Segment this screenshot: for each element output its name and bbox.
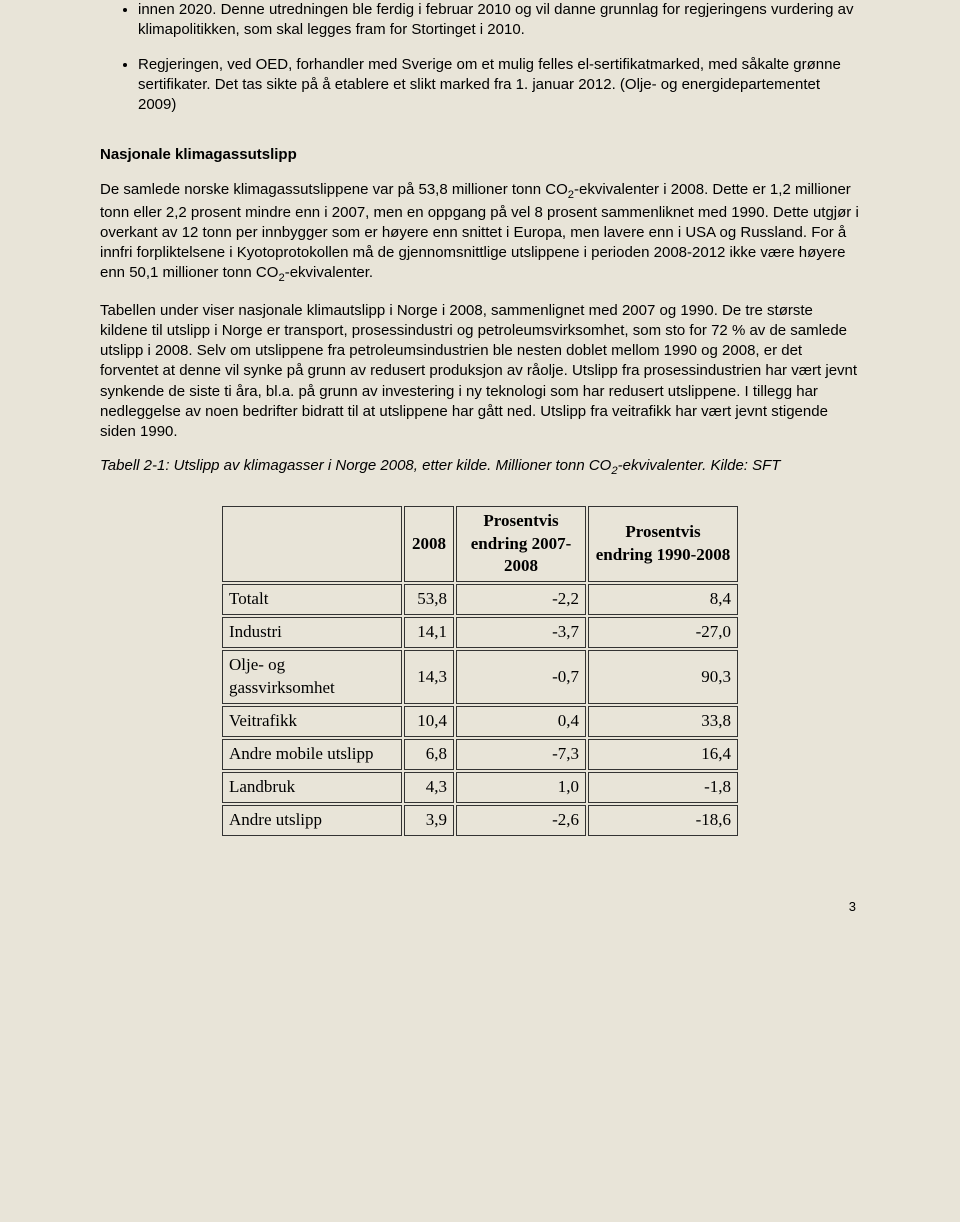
cell-change-0708: 0,4	[456, 706, 586, 737]
cell-change-9008: -18,6	[588, 805, 738, 836]
caption-part-b: -ekvivalenter. Kilde: SFT	[618, 457, 781, 474]
bullet-item: innen 2020. Denne utredningen ble ferdig…	[138, 0, 860, 41]
cell-2008: 3,9	[404, 805, 454, 836]
cell-change-9008: -1,8	[588, 772, 738, 803]
cell-change-9008: 33,8	[588, 706, 738, 737]
para1-part-c: -ekvivalenter.	[285, 264, 373, 281]
table-row: Andre mobile utslipp6,8-7,316,4	[222, 739, 738, 770]
table-row: Veitrafikk10,40,433,8	[222, 706, 738, 737]
header-change-0708: Prosentvis endring 2007-2008	[456, 506, 586, 583]
cell-change-0708: -7,3	[456, 739, 586, 770]
cell-change-0708: 1,0	[456, 772, 586, 803]
paragraph-2: Tabellen under viser nasjonale klimautsl…	[100, 301, 860, 443]
para1-part-a: De samlede norske klimagassutslippene va…	[100, 181, 568, 198]
caption-part-a: Tabell 2-1: Utslipp av klimagasser i Nor…	[100, 457, 611, 474]
row-label: Olje- og gassvirksomhet	[222, 650, 402, 704]
cell-change-9008: 90,3	[588, 650, 738, 704]
cell-change-9008: -27,0	[588, 617, 738, 648]
cell-change-9008: 16,4	[588, 739, 738, 770]
row-label: Totalt	[222, 584, 402, 615]
cell-change-0708: -2,2	[456, 584, 586, 615]
cell-2008: 4,3	[404, 772, 454, 803]
table-row: Andre utslipp3,9-2,6-18,6	[222, 805, 738, 836]
cell-change-0708: -0,7	[456, 650, 586, 704]
cell-2008: 6,8	[404, 739, 454, 770]
table-row: Industri14,1-3,7-27,0	[222, 617, 738, 648]
emissions-table: 2008 Prosentvis endring 2007-2008 Prosen…	[220, 504, 740, 838]
cell-2008: 14,3	[404, 650, 454, 704]
row-label: Andre utslipp	[222, 805, 402, 836]
cell-2008: 14,1	[404, 617, 454, 648]
paragraph-1: De samlede norske klimagassutslippene va…	[100, 180, 860, 287]
cell-2008: 53,8	[404, 584, 454, 615]
cell-2008: 10,4	[404, 706, 454, 737]
table-row: Olje- og gassvirksomhet14,3-0,790,3	[222, 650, 738, 704]
cell-change-0708: -2,6	[456, 805, 586, 836]
header-change-9008: Prosentvis endring 1990-2008	[588, 506, 738, 583]
cell-change-0708: -3,7	[456, 617, 586, 648]
table-row: Landbruk4,31,0-1,8	[222, 772, 738, 803]
row-label: Landbruk	[222, 772, 402, 803]
table-body: Totalt53,8-2,28,4Industri14,1-3,7-27,0Ol…	[222, 584, 738, 836]
header-2008: 2008	[404, 506, 454, 583]
bullet-item: Regjeringen, ved OED, forhandler med Sve…	[138, 55, 860, 116]
section-heading: Nasjonale klimagassutslipp	[100, 145, 860, 165]
page-number: 3	[100, 898, 860, 916]
table-caption: Tabell 2-1: Utslipp av klimagasser i Nor…	[100, 456, 860, 479]
row-label: Andre mobile utslipp	[222, 739, 402, 770]
header-blank	[222, 506, 402, 583]
bullet-list: innen 2020. Denne utredningen ble ferdig…	[100, 0, 860, 115]
row-label: Veitrafikk	[222, 706, 402, 737]
table-header-row: 2008 Prosentvis endring 2007-2008 Prosen…	[222, 506, 738, 583]
row-label: Industri	[222, 617, 402, 648]
table-row: Totalt53,8-2,28,4	[222, 584, 738, 615]
cell-change-9008: 8,4	[588, 584, 738, 615]
